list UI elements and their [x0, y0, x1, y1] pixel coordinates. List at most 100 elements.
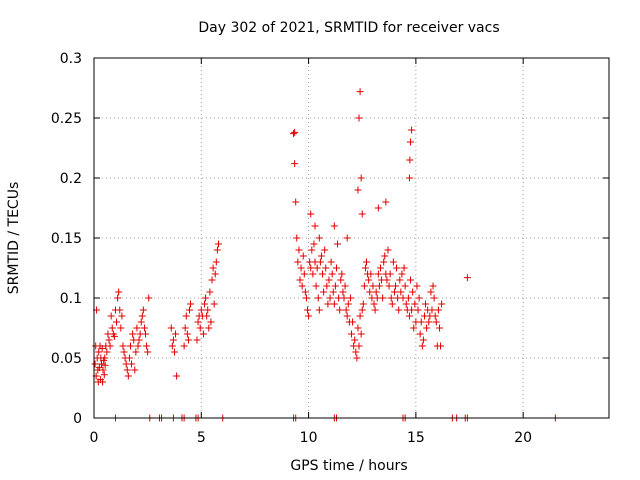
- data-point: [187, 300, 195, 308]
- data-point: [110, 332, 118, 340]
- x-tick-label: 20: [514, 430, 532, 446]
- data-point: [134, 342, 142, 350]
- data-point: [387, 294, 395, 302]
- data-point: [139, 306, 147, 314]
- data-point: [379, 294, 387, 302]
- data-point: [95, 348, 103, 356]
- data-point: [374, 204, 382, 212]
- data-point: [367, 270, 375, 278]
- data-point: [307, 264, 315, 272]
- data-point: [322, 264, 330, 272]
- data-point: [211, 270, 219, 278]
- data-point: [180, 342, 188, 350]
- data-point: [199, 330, 207, 338]
- y-tick-label: 0.15: [51, 231, 82, 247]
- data-point: [292, 198, 300, 206]
- data-point: [302, 294, 310, 302]
- data-point: [422, 300, 430, 308]
- y-axis-label: SRMTID / TECUs: [6, 182, 22, 295]
- data-point: [325, 276, 333, 284]
- data-point: [357, 174, 365, 182]
- data-point: [106, 342, 114, 350]
- data-point: [406, 156, 414, 164]
- data-point: [310, 240, 318, 248]
- data-point: [331, 282, 339, 290]
- data-point: [168, 342, 176, 350]
- data-points: [91, 88, 471, 386]
- data-point: [343, 312, 351, 320]
- data-point: [142, 330, 149, 338]
- data-point: [366, 288, 374, 296]
- data-point: [170, 348, 178, 356]
- data-point: [351, 336, 359, 344]
- data-point: [143, 342, 151, 350]
- x-tick-labels: 0 5 10 15 20: [90, 430, 533, 446]
- data-point: [98, 360, 106, 368]
- data-point: [210, 300, 218, 308]
- y-tick-label: 0: [73, 411, 82, 427]
- data-point: [113, 318, 121, 326]
- data-point: [328, 270, 336, 278]
- data-point: [354, 324, 362, 332]
- data-point: [105, 336, 113, 344]
- data-point: [343, 234, 351, 242]
- data-point: [330, 222, 338, 230]
- data-point: [431, 312, 439, 320]
- data-point: [375, 282, 383, 290]
- data-point: [361, 264, 369, 272]
- data-point: [184, 336, 192, 344]
- data-point: [409, 288, 417, 296]
- data-point: [334, 240, 342, 248]
- data-point: [207, 318, 215, 326]
- data-point: [103, 348, 111, 356]
- data-point: [326, 294, 334, 302]
- data-point: [99, 366, 107, 374]
- data-point: [298, 282, 306, 290]
- data-point: [338, 270, 346, 278]
- data-point: [395, 306, 403, 314]
- data-point: [319, 270, 327, 278]
- data-point: [125, 354, 133, 362]
- data-point: [407, 276, 415, 284]
- data-point: [430, 294, 438, 302]
- data-point: [388, 300, 396, 308]
- data-point: [383, 276, 391, 284]
- data-point: [315, 306, 323, 314]
- data-point: [167, 324, 175, 332]
- data-point: [369, 282, 377, 290]
- data-point: [297, 264, 305, 272]
- data-point: [402, 300, 410, 308]
- data-point: [299, 252, 307, 260]
- data-point: [108, 324, 116, 332]
- data-point: [196, 324, 204, 332]
- data-point: [317, 252, 325, 260]
- data-point: [357, 330, 365, 338]
- data-point: [349, 318, 357, 326]
- data-point: [429, 282, 437, 290]
- data-point: [114, 294, 122, 302]
- data-point: [384, 246, 392, 254]
- data-point: [376, 264, 384, 272]
- data-point: [119, 342, 127, 350]
- data-point: [427, 288, 435, 296]
- data-point: [293, 234, 301, 242]
- data-point: [308, 246, 316, 254]
- data-point: [137, 318, 145, 326]
- data-point: [385, 282, 393, 290]
- axis-ticks: [93, 57, 609, 419]
- x-tick-label: 10: [300, 430, 318, 446]
- data-point: [354, 186, 362, 194]
- data-point: [353, 354, 361, 362]
- data-point: [434, 306, 442, 314]
- data-point: [374, 270, 382, 278]
- data-point: [419, 336, 427, 344]
- data-point: [380, 258, 388, 266]
- data-point: [296, 276, 304, 284]
- data-point: [348, 330, 355, 338]
- data-point: [129, 330, 137, 338]
- y-tick-labels: 0 0.05 0.1 0.15 0.2 0.25 0.3: [51, 51, 82, 427]
- data-point: [140, 324, 148, 332]
- data-point: [301, 288, 309, 296]
- data-point: [169, 336, 177, 344]
